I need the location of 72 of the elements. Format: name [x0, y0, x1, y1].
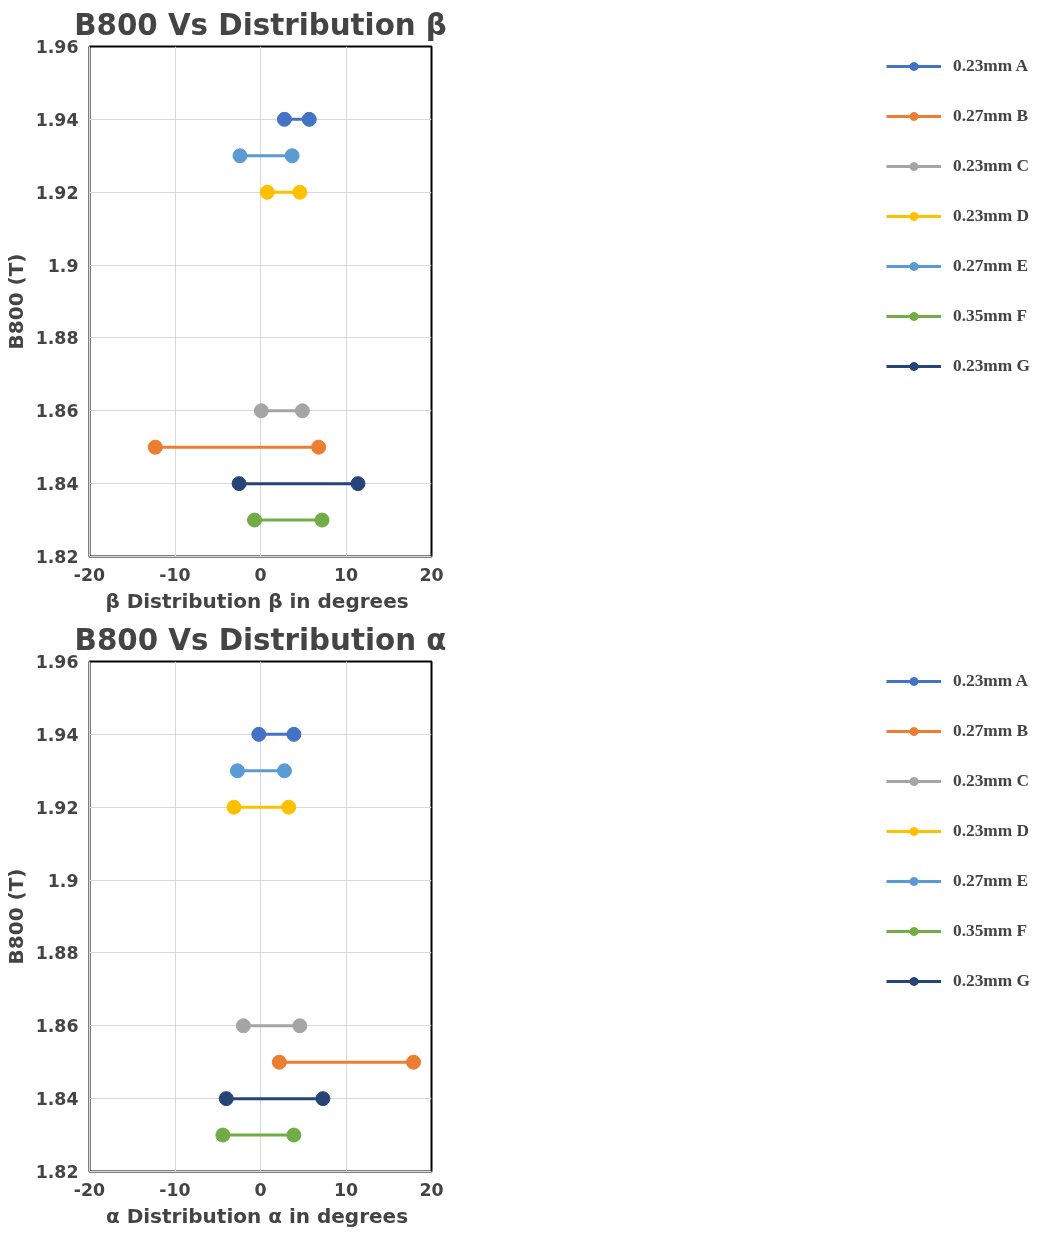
y-tick-label: 1.86: [35, 1016, 79, 1037]
y-axis-title: B800 (T): [3, 253, 28, 350]
legend-label: 0.23mm D: [952, 206, 1030, 226]
y-tick-label: 1.92: [35, 797, 79, 818]
legend-label: 0.23mm A: [952, 56, 1029, 76]
y-tick-label: 1.9: [47, 255, 79, 276]
point: [276, 111, 292, 127]
point: [235, 1018, 251, 1034]
legend-label: 0.35mm F: [952, 306, 1028, 326]
y-tick-label: 1.84: [35, 1089, 79, 1110]
point: [215, 1127, 231, 1143]
y-tick-label: 1.92: [35, 182, 79, 203]
point: [247, 512, 263, 528]
point: [147, 439, 163, 455]
point: [231, 476, 247, 492]
x-tick-label: -10: [159, 1179, 191, 1200]
point: [292, 184, 308, 200]
legend-label: 0.27mm E: [952, 256, 1029, 276]
legend-label: 0.23mm G: [952, 971, 1030, 991]
x-tick-label: 10: [333, 564, 359, 585]
legend-label: 0.35mm F: [952, 921, 1028, 941]
legend-label: 0.27mm E: [952, 871, 1029, 891]
point: [281, 799, 297, 815]
legend-label: 0.27mm B: [952, 721, 1029, 741]
y-tick-label: 1.94: [35, 724, 79, 745]
point: [311, 439, 327, 455]
y-tick-label: 1.96: [35, 652, 79, 672]
x-axis-title: α Distribution α in degrees: [105, 1203, 409, 1228]
y-axis-title: B800 (T): [3, 868, 28, 965]
point: [406, 1054, 422, 1070]
point: [251, 726, 267, 742]
point: [284, 148, 300, 164]
point: [286, 1127, 302, 1143]
point: [271, 1054, 287, 1070]
legend-label: 0.23mm D: [952, 821, 1030, 841]
x-tick-label: -10: [159, 564, 191, 585]
point: [286, 726, 302, 742]
point: [292, 1018, 308, 1034]
y-tick-label: 1.9: [47, 870, 79, 891]
y-tick-label: 1.88: [35, 943, 79, 964]
point: [232, 148, 248, 164]
legend-label: 0.27mm B: [952, 106, 1029, 126]
point: [218, 1091, 234, 1107]
y-tick-label: 1.84: [35, 474, 79, 495]
legend-label: 0.23mm C: [952, 156, 1030, 176]
y-tick-label: 1.86: [35, 401, 79, 422]
y-tick-label: 1.88: [35, 328, 79, 349]
point: [315, 1091, 331, 1107]
x-tick-label: 0: [254, 1179, 267, 1200]
point: [314, 512, 330, 528]
point: [229, 763, 245, 779]
legend-label: 0.23mm C: [952, 771, 1030, 791]
legend-label: 0.23mm G: [952, 356, 1030, 376]
x-tick-label: 0: [254, 564, 267, 585]
x-tick-label: -20: [73, 1179, 106, 1200]
y-tick-label: 1.82: [35, 1162, 79, 1182]
point: [294, 403, 310, 419]
point: [226, 799, 242, 815]
y-tick-label: 1.96: [35, 37, 79, 57]
y-tick-label: 1.82: [35, 547, 79, 567]
x-tick-label: 10: [333, 1179, 359, 1200]
y-tick-label: 1.94: [35, 109, 79, 130]
point: [350, 476, 366, 492]
point: [259, 184, 275, 200]
point: [253, 403, 269, 419]
x-tick-label: 20: [419, 1179, 444, 1200]
legend-label: 0.23mm A: [952, 671, 1029, 691]
x-axis-title: β Distribution β in degrees: [105, 588, 409, 613]
x-tick-label: -20: [73, 564, 106, 585]
point: [276, 763, 292, 779]
x-tick-label: 20: [419, 564, 444, 585]
point: [301, 111, 317, 127]
